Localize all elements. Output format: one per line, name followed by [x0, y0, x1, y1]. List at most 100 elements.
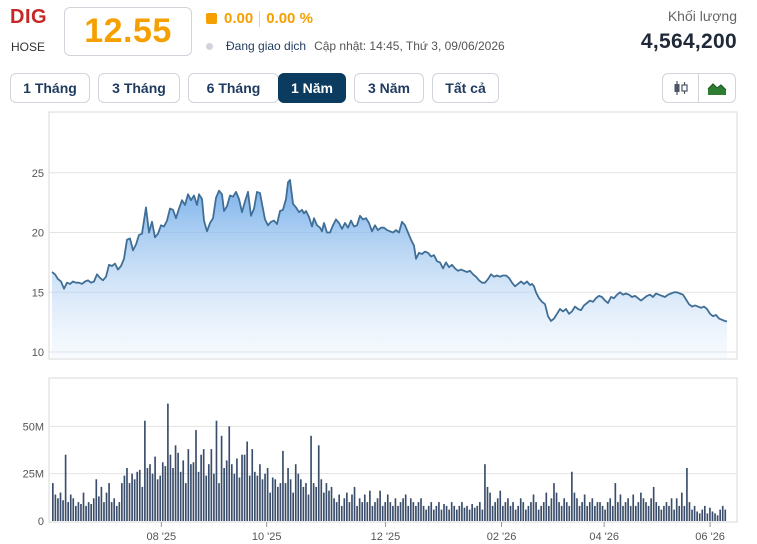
volume-bar	[103, 502, 105, 521]
volume-bar	[392, 505, 394, 521]
volume-bar	[573, 492, 576, 521]
status-text: Đang giao dịch	[226, 39, 307, 53]
exchange-name: HOSE	[11, 40, 46, 54]
volume-bar	[54, 494, 57, 521]
volume-grid: 0 25M 50M	[23, 421, 737, 528]
volume-bar	[688, 502, 691, 521]
volume-bar	[167, 403, 169, 521]
volume-value: 4,564,200	[640, 30, 737, 53]
volume-bar	[307, 494, 310, 521]
volume-bar	[519, 498, 522, 521]
volume-bar	[655, 502, 658, 521]
tab-1-month[interactable]: 1 Tháng	[10, 73, 90, 103]
volume-bar	[230, 464, 233, 521]
volume-bar	[622, 505, 624, 521]
area-chart-button[interactable]	[699, 73, 736, 103]
status-dot-icon	[206, 42, 213, 50]
volume-bar	[294, 464, 297, 521]
volume-bar	[340, 505, 343, 521]
volume-bar	[668, 505, 670, 521]
volume-bar	[394, 498, 397, 521]
volume-bar	[271, 477, 274, 521]
tab-3-months[interactable]: 3 Tháng	[98, 73, 180, 103]
volume-bar	[325, 483, 328, 521]
volume-bar	[123, 475, 126, 521]
volume-bar	[678, 505, 681, 521]
price-tick-label: 25	[32, 168, 44, 180]
volume-bar	[184, 483, 187, 521]
volume-bar	[609, 498, 612, 521]
tab-6-months[interactable]: 6 Tháng	[188, 73, 279, 103]
volume-bar	[445, 505, 448, 521]
candlestick-chart-button[interactable]	[662, 73, 699, 103]
volume-bar	[675, 498, 678, 521]
volume-bar	[269, 492, 271, 521]
volume-bar	[92, 498, 95, 521]
volume-bar	[555, 492, 558, 521]
volume-bar	[386, 494, 389, 521]
volume-bar	[113, 498, 116, 521]
volume-bar	[310, 435, 312, 521]
volume-bar	[366, 502, 369, 521]
volume-bar	[494, 502, 496, 521]
tab-label: 6 Tháng	[206, 80, 261, 96]
volume-bar	[417, 502, 420, 521]
volume-bar	[532, 494, 535, 521]
volume-bar	[724, 509, 727, 521]
volume-bar	[164, 466, 167, 521]
volume-bar	[627, 498, 629, 521]
volume-bar	[576, 498, 578, 521]
volume-bar	[525, 509, 527, 521]
volume-bar	[192, 462, 195, 521]
volume-bar	[611, 505, 614, 521]
x-tick-label: 08 '25	[147, 531, 177, 543]
volume-bar	[80, 504, 82, 521]
volume-bar	[154, 456, 156, 521]
volume-bar	[719, 509, 721, 521]
volume-bar	[384, 502, 387, 521]
volume-bar	[632, 494, 635, 521]
tab-3-years[interactable]: 3 Năm	[354, 73, 424, 103]
price-change: 0.00 0.00 %	[206, 10, 313, 27]
volume-bar	[289, 479, 292, 521]
volume-bar	[430, 502, 433, 521]
volume-bar	[174, 445, 177, 521]
volume-bar	[177, 452, 179, 521]
volume-bar	[455, 509, 458, 521]
volume-bar	[243, 454, 246, 521]
volume-bar	[72, 498, 75, 521]
volume-bar	[402, 498, 404, 521]
volume-bar	[156, 479, 159, 521]
volume-bar	[652, 486, 655, 521]
tab-1-year[interactable]: 1 Năm	[278, 73, 346, 103]
tab-all[interactable]: Tất cả	[432, 73, 499, 103]
volume-bar	[568, 505, 571, 521]
volume-bar	[578, 505, 581, 521]
volume-bar	[420, 498, 422, 521]
volume-bar	[645, 502, 647, 521]
volume-bar	[57, 498, 59, 521]
volume-bar	[64, 454, 67, 521]
volume-bar	[207, 464, 210, 521]
volume-bar	[545, 492, 548, 521]
volume-bar	[409, 498, 412, 521]
volume-bar	[703, 505, 706, 521]
volume-bar	[673, 509, 675, 521]
volume-bar	[266, 468, 269, 521]
volume-bar	[450, 502, 453, 521]
volume-bar	[312, 483, 315, 521]
volume-bar	[491, 505, 494, 521]
volume-bar	[571, 471, 573, 521]
volume-bar	[225, 460, 228, 521]
volume-bar	[680, 492, 683, 521]
volume-bar	[302, 486, 305, 521]
volume-bar	[397, 505, 399, 521]
volume-bar	[346, 492, 348, 521]
volume-bar	[133, 479, 136, 521]
volume-bar	[190, 464, 192, 521]
volume-bar	[351, 494, 353, 521]
volume-bar	[640, 492, 642, 521]
area-chart-icon	[707, 83, 727, 95]
volume-bar	[202, 449, 205, 521]
